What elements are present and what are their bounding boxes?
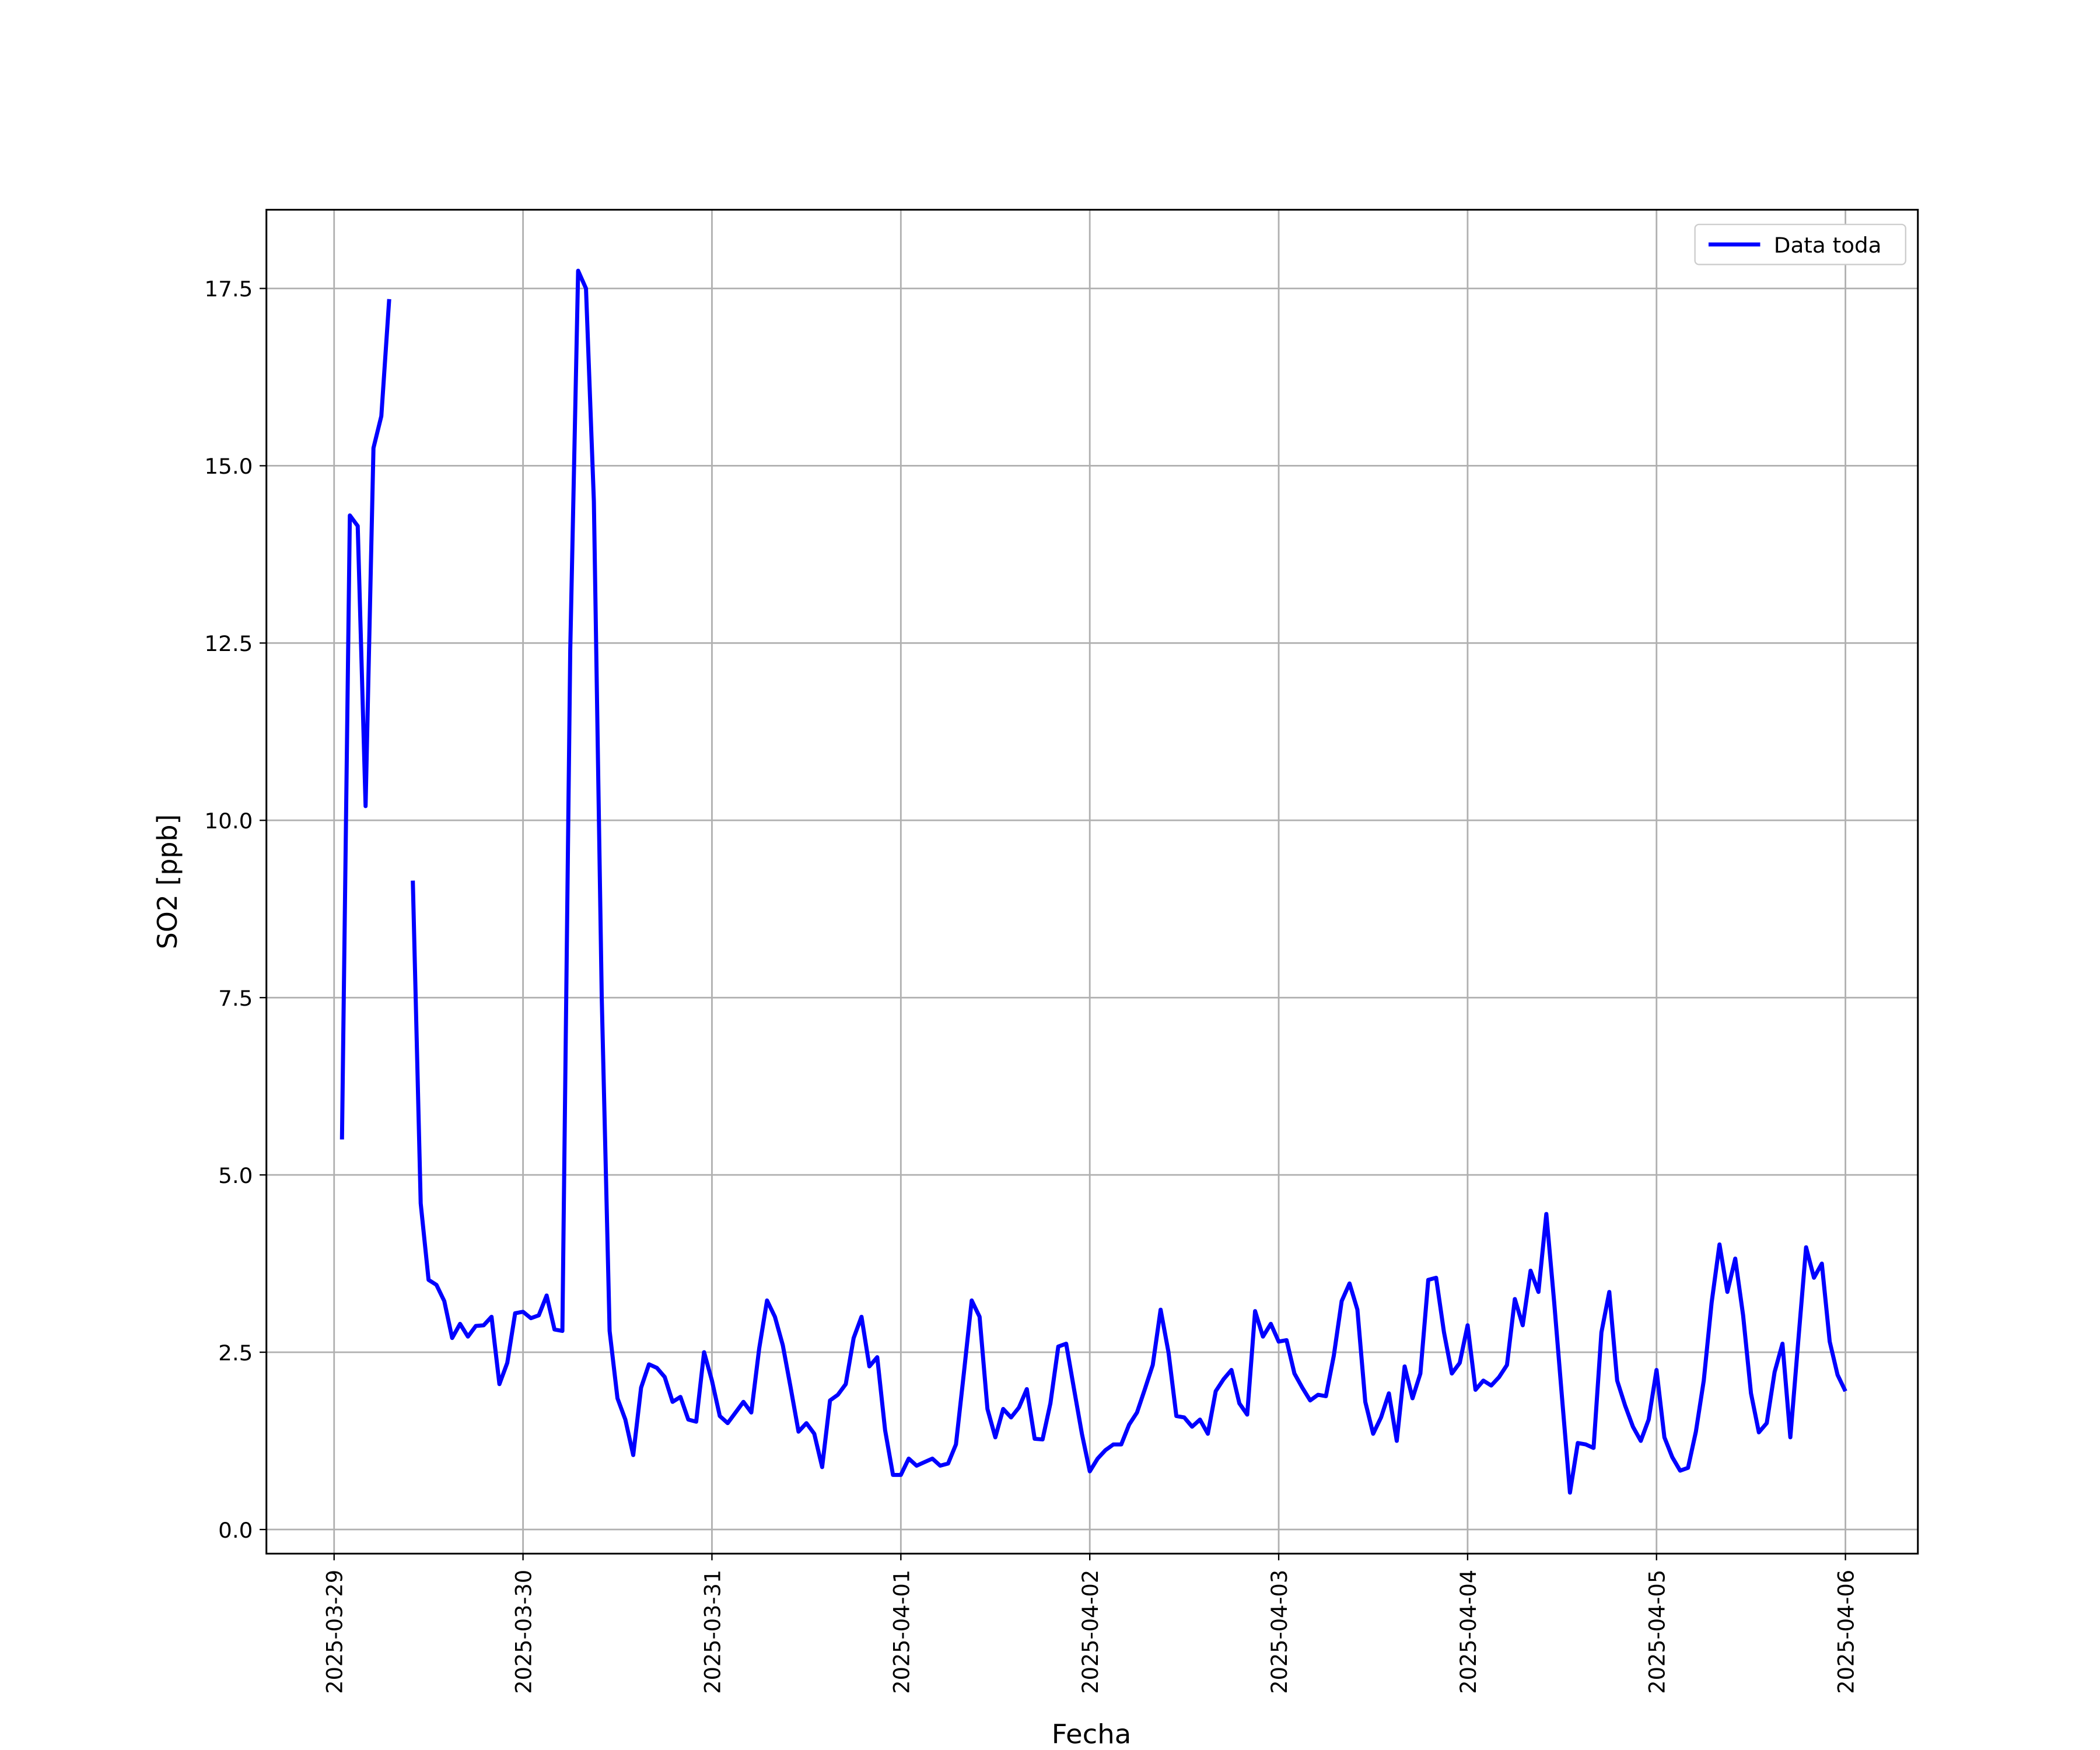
x-tick-label: 2025-04-02 bbox=[1078, 1570, 1103, 1694]
x-axis-label: Fecha bbox=[1052, 1718, 1132, 1750]
x-tick-label: 2025-03-29 bbox=[322, 1570, 347, 1694]
y-tick-label: 17.5 bbox=[204, 277, 253, 302]
y-tick-label: 12.5 bbox=[204, 631, 253, 656]
data-line bbox=[411, 268, 1847, 1495]
y-tick-label: 7.5 bbox=[218, 986, 253, 1011]
x-tick-label: 2025-04-06 bbox=[1833, 1570, 1859, 1694]
x-tick-label: 2025-03-30 bbox=[511, 1570, 536, 1694]
x-tick-label: 2025-04-01 bbox=[889, 1570, 914, 1694]
y-tick-label: 5.0 bbox=[218, 1163, 253, 1188]
legend: Data toda bbox=[1694, 223, 1906, 265]
x-tick-label: 2025-04-05 bbox=[1644, 1570, 1670, 1694]
x-tick-label: 2025-04-04 bbox=[1456, 1570, 1481, 1694]
legend-label: Data toda bbox=[1774, 233, 1882, 258]
data-line bbox=[340, 299, 391, 1140]
y-tick-label: 0.0 bbox=[218, 1518, 253, 1543]
y-tick-label: 10.0 bbox=[204, 808, 253, 834]
x-tick-label: 2025-04-03 bbox=[1267, 1570, 1292, 1694]
legend-box bbox=[1694, 223, 1906, 265]
y-tick-label: 15.0 bbox=[204, 454, 253, 479]
plot-frame bbox=[265, 209, 1919, 1555]
x-tick-label: 2025-03-31 bbox=[700, 1570, 725, 1694]
y-axis-label: SO2 [ppb] bbox=[152, 814, 183, 950]
y-tick-label: 2.5 bbox=[218, 1340, 253, 1366]
